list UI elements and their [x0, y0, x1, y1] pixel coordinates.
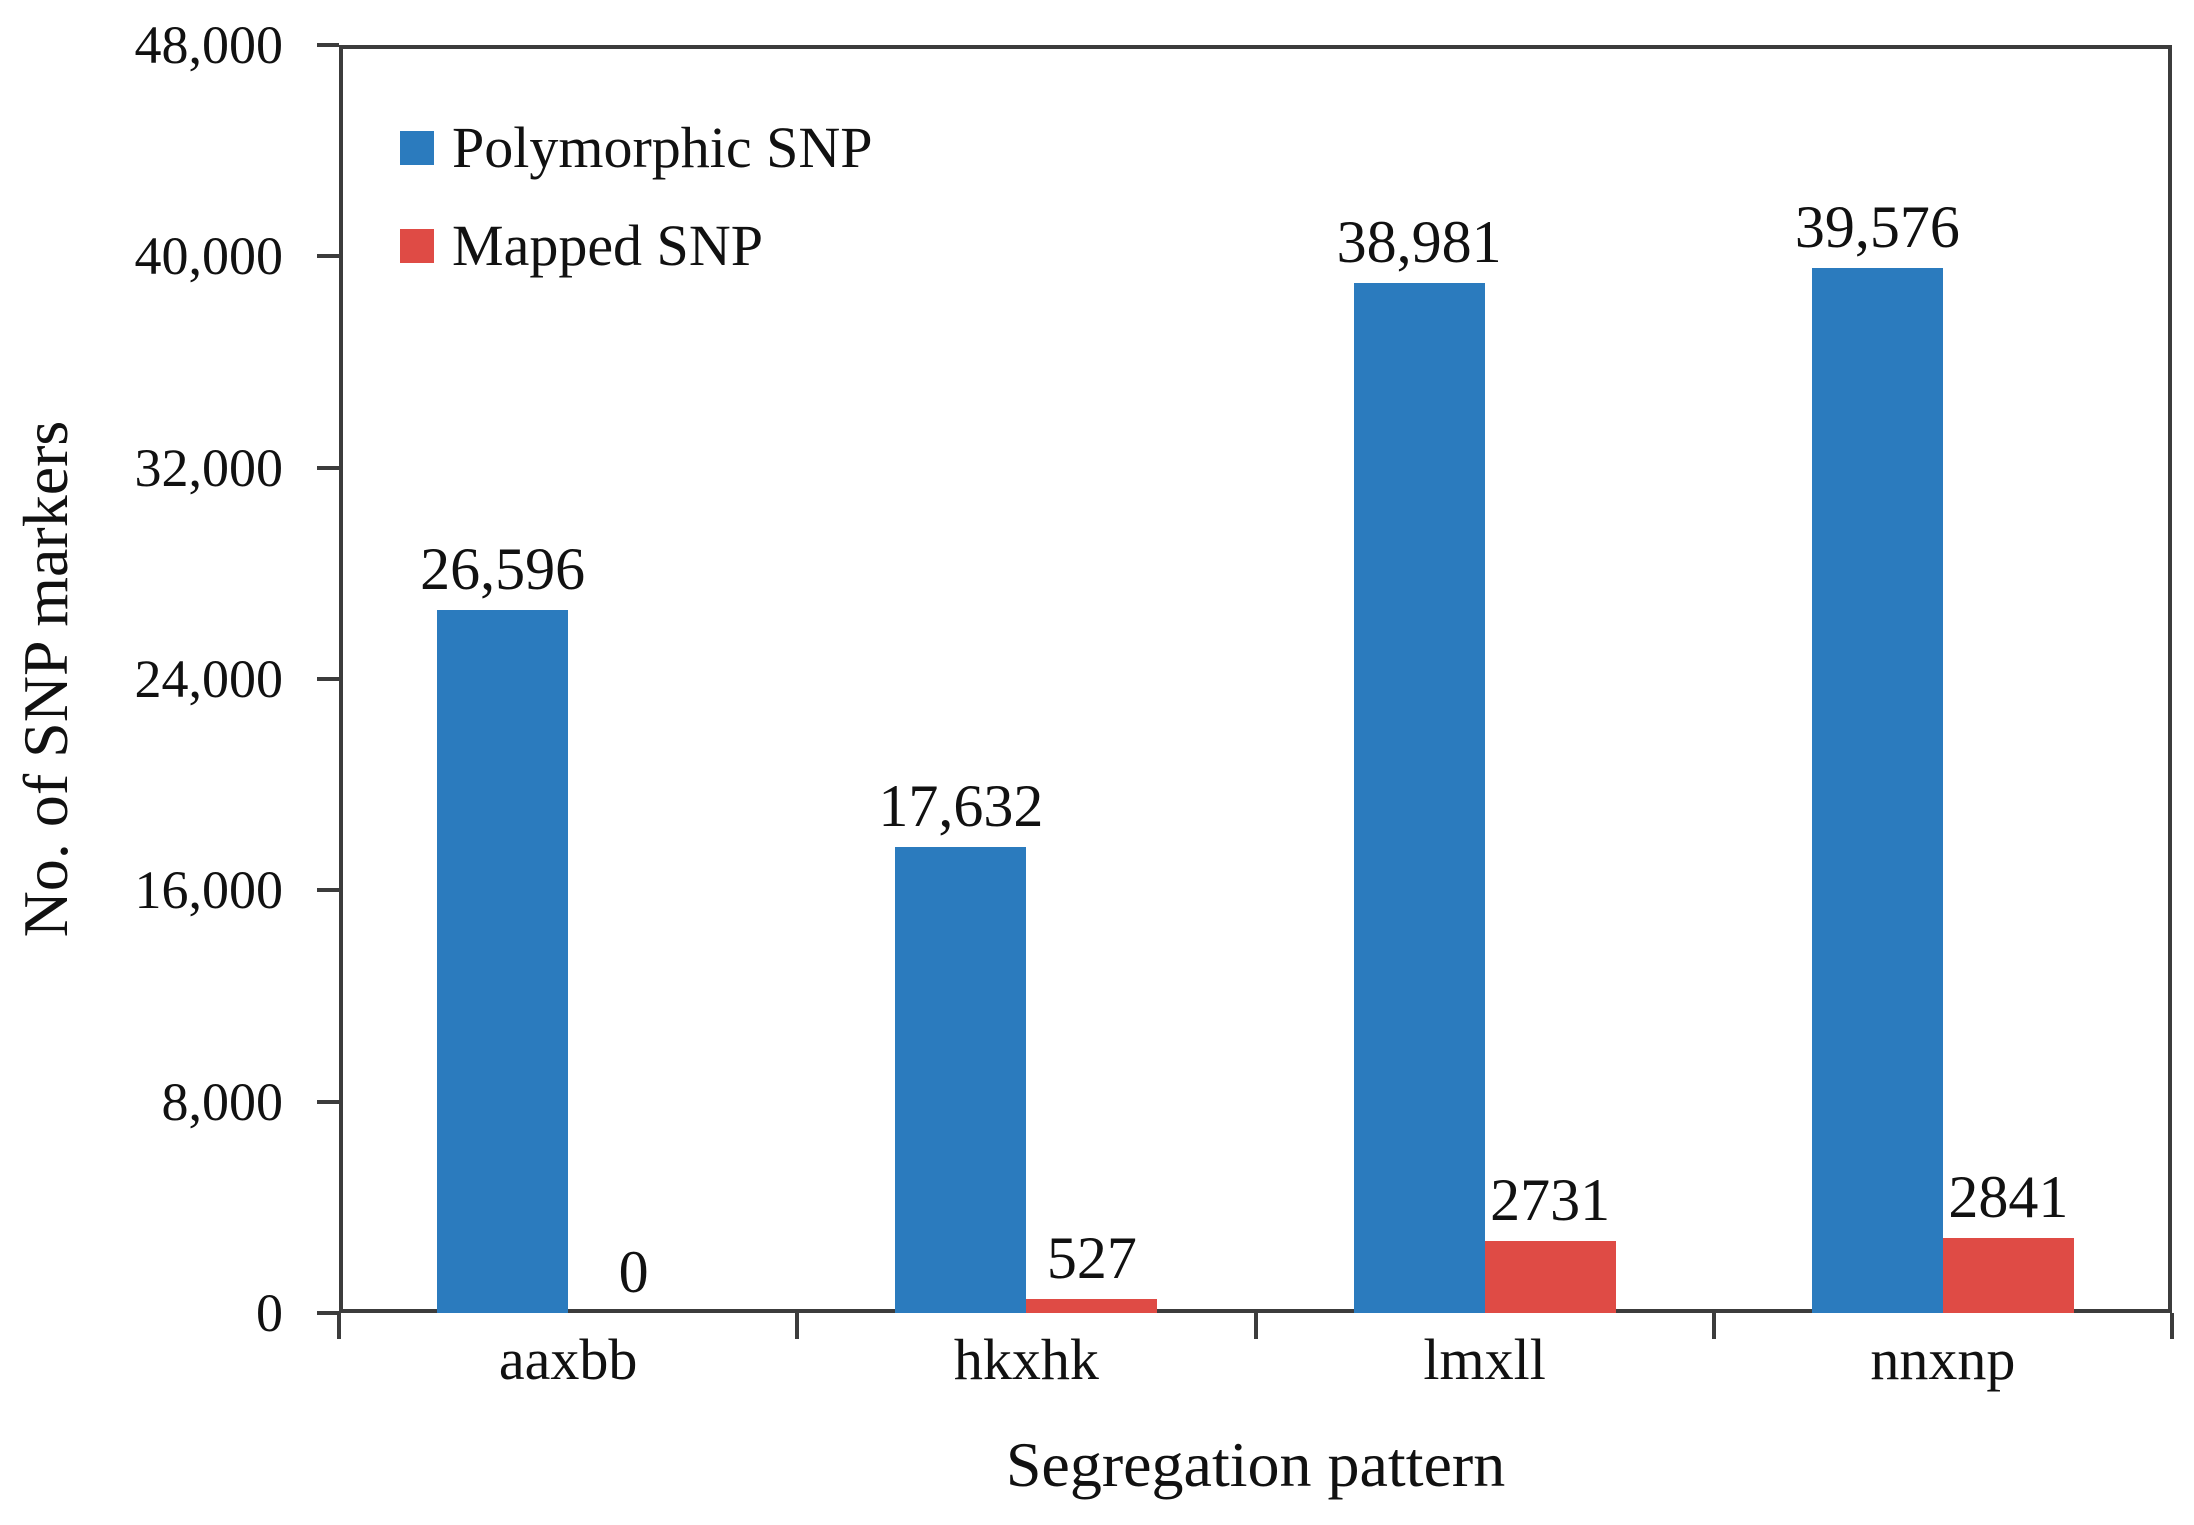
legend-label-mapped: Mapped SNP [452, 213, 763, 278]
bar-polymorphic-snp-lmxll [1353, 283, 1485, 1313]
legend-item-polymorphic-snp: Polymorphic SNP [400, 118, 873, 178]
value-label-aaxbb-mapped: 0 [618, 1239, 649, 1305]
legend: Polymorphic SNP Mapped SNP [400, 118, 873, 276]
y-axis-tick-label: 16,000 [134, 860, 284, 921]
value-label-lmxll-polymorphic: 38,981 [1336, 209, 1502, 276]
value-label-nnxnp-polymorphic: 39,576 [1794, 193, 1960, 260]
y-axis-tick [317, 465, 339, 470]
value-label-nnxnp-mapped: 2841 [1948, 1163, 2069, 1230]
bar-polymorphic-snp-hkxhk [895, 847, 1027, 1313]
y-axis-tick-label: 32,000 [134, 437, 284, 498]
y-axis-tick-label: 48,000 [134, 15, 284, 75]
x-axis-tick [795, 1313, 800, 1339]
y-axis-tick [317, 254, 339, 259]
x-category-label-lmxll: lmxll [1423, 1327, 1546, 1392]
x-category-label-hkxhk: hkxhk [953, 1327, 1099, 1392]
y-axis-tick [317, 677, 339, 681]
x-axis-tick [1711, 1313, 1716, 1339]
value-label-lmxll-mapped: 2731 [1490, 1166, 1611, 1233]
legend-item-mapped-snp: Mapped SNP [400, 216, 873, 276]
bar-polymorphic-snp-aaxbb [437, 610, 569, 1313]
x-axis-tick [2170, 1313, 2174, 1339]
bar-mapped-snp-nnxnp [1942, 1237, 2074, 1313]
x-category-label-nnxnp: nnxnp [1870, 1327, 2016, 1392]
y-axis-tick-label: 0 [256, 1283, 283, 1343]
y-axis-tick [317, 1099, 339, 1104]
legend-label-polymorphic: Polymorphic SNP [452, 115, 873, 180]
y-axis-tick-label: 40,000 [134, 226, 284, 287]
x-axis-title: Segregation pattern [1005, 1429, 1506, 1500]
y-axis-tick [317, 43, 339, 47]
x-axis-tick [1253, 1313, 1258, 1339]
value-label-hkxhk-polymorphic: 17,632 [878, 773, 1044, 840]
value-label-aaxbb-polymorphic: 26,596 [420, 536, 586, 603]
legend-swatch-mapped-icon [400, 229, 434, 263]
y-axis-tick-label: 24,000 [134, 649, 284, 709]
y-axis-tick [317, 1311, 339, 1315]
bar-polymorphic-snp-nnxnp [1811, 267, 1943, 1313]
y-axis-tick [317, 888, 339, 893]
value-label-hkxhk-mapped: 527 [1046, 1225, 1137, 1292]
x-category-label-aaxbb: aaxbb [498, 1327, 638, 1392]
bar-mapped-snp-hkxhk [1026, 1299, 1158, 1313]
bar-mapped-snp-lmxll [1484, 1240, 1616, 1313]
x-axis-tick [337, 1313, 341, 1339]
y-axis-tick-label: 8,000 [161, 1071, 284, 1132]
legend-swatch-polymorphic-icon [400, 131, 434, 165]
